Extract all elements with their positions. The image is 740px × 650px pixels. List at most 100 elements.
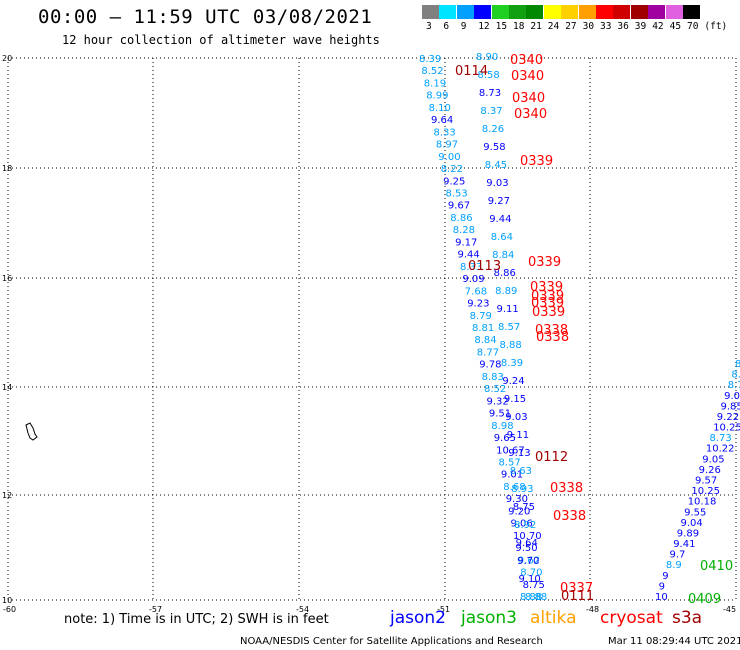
wave-height-label: 9.58 (483, 142, 505, 153)
scale-label: 39 (634, 21, 647, 32)
wave-height-label: 8.89 (495, 286, 517, 297)
scale-label: 33 (600, 21, 612, 32)
wave-height-label: 7.68 (465, 286, 487, 297)
wave-height-label: 8.79 (470, 311, 492, 322)
wave-height-label: 8.73 (710, 433, 732, 444)
scale-label: 12 (478, 21, 490, 32)
lat-tick-label: 16 (2, 274, 12, 283)
wave-height-label: 9.24 (502, 376, 524, 387)
scale-label: 6 (443, 21, 450, 32)
note-text: note: 1) Time is in UTC; 2) SWH is in fe… (64, 612, 329, 627)
lat-tick-label: 20 (2, 54, 12, 63)
wave-height-label: 9 (659, 581, 665, 592)
scale-swatch (561, 5, 579, 19)
wave-height-label: 8.64 (491, 232, 513, 243)
wave-height-label: 9.11 (507, 430, 529, 441)
scale-swatch (665, 5, 683, 19)
pass-time-label: 0112 (535, 450, 568, 465)
wave-height-label: 9.57 (695, 476, 717, 487)
lon-tick-label: -60 (3, 605, 16, 614)
wave-height-label: 9.50 (515, 543, 537, 554)
pass-time-label: 0340 (510, 53, 543, 68)
scale-swatch (526, 5, 544, 19)
pass-time-label: 0340 (514, 107, 547, 122)
pass-time-label: 0340 (511, 69, 544, 84)
wave-height-label: 8.45 (485, 160, 507, 171)
wave-height-label: 9.22 (717, 412, 739, 423)
wave-height-label: 9.64 (431, 115, 453, 126)
pass-time-label: 0339 (532, 305, 565, 320)
scale-label: 42 (652, 21, 664, 32)
wave-height-label: 9.20 (508, 506, 530, 517)
pass-time-label: 0111 (561, 589, 594, 604)
wave-height-label: 9.44 (489, 214, 511, 225)
scale-label: 18 (513, 21, 525, 32)
wave-height-label: 9.17 (455, 237, 477, 248)
legend-cryosat: cryosat (600, 608, 663, 628)
scale-label: 24 (547, 21, 560, 32)
pass-time-label: 0114 (455, 64, 488, 79)
scale-swatch (491, 5, 509, 19)
wave-height-label: 8.88 (520, 592, 542, 603)
footer-credit: NOAA/NESDIS Center for Satellite Applica… (240, 636, 543, 647)
wave-height-label: 9.67 (448, 201, 470, 212)
wave-height-label: 8.37 (731, 370, 740, 381)
wave-height-label: 9.55 (684, 507, 706, 518)
wave-height-label: 10.18 (688, 497, 717, 508)
wave-height-label: 10.70 (513, 531, 542, 542)
wave-height-label: 10.25 (713, 423, 740, 434)
map-subtitle: 12 hour collection of altimeter wave hei… (62, 33, 380, 47)
wave-height-label: 8.33 (460, 262, 482, 273)
lon-tick-label: -45 (723, 605, 736, 614)
scale-swatch (474, 5, 492, 19)
legend-altika: altika (530, 608, 577, 628)
wave-height-label: 9.23 (467, 299, 489, 310)
wave-height-label: 8.88 (525, 592, 547, 603)
wave-height-label: 8.58 (478, 70, 500, 81)
scale-swatch (509, 5, 526, 19)
scale-swatch (596, 5, 613, 19)
scale-label: 15 (495, 21, 508, 32)
island-outline (25, 422, 38, 441)
wave-height-label: 9.26 (699, 465, 721, 476)
wave-height-label: 9.15 (504, 394, 526, 405)
wave-height-label: 8.73 (479, 88, 501, 99)
wave-height-label: 8.37 (480, 106, 502, 117)
scale-label: (ft) (704, 21, 728, 32)
wave-height-label: 9.03 (505, 412, 527, 423)
pass-time-label: 0113 (468, 259, 501, 274)
lat-tick-label: 18 (2, 164, 12, 173)
scale-label: 45 (669, 21, 682, 32)
wave-height-label: 8.39 (419, 54, 441, 65)
wave-height-label: 8.39 (501, 358, 523, 369)
wave-height-label: 8.68 (503, 482, 525, 493)
wave-height-label: 8.9 (666, 560, 682, 571)
lon-tick-label: -48 (586, 605, 599, 614)
wave-height-label: 8.90 (476, 52, 498, 63)
pass-time-label: 0339 (528, 255, 561, 270)
wave-height-label: 9.05 (702, 454, 724, 465)
scale-label: 21 (530, 21, 542, 32)
pass-time-label: 0339 (530, 280, 563, 295)
scale-label: 3 (426, 21, 432, 32)
pass-time-label: 0410 (700, 559, 733, 574)
scale-label: 27 (565, 21, 577, 32)
wave-height-label: 8.84 (492, 250, 514, 261)
pass-time-label: 0338 (550, 481, 583, 496)
legend-jason2: jason2 (390, 608, 446, 628)
scale-swatch (630, 5, 648, 19)
wave-height-label: 8.53 (446, 189, 468, 200)
scale-swatch (613, 5, 631, 19)
wave-height-label: 9.07 (724, 391, 740, 402)
scale-swatch (578, 5, 596, 19)
wave-height-label: 9.25 (443, 176, 465, 187)
scale-label: 70 (687, 21, 699, 32)
wave-height-label: 8.52 (484, 384, 506, 395)
scale-swatch (543, 5, 561, 19)
wave-height-label: 8.83 (482, 372, 504, 383)
lat-lon-grid (7, 57, 737, 601)
wave-height-label: 9.44 (458, 250, 480, 261)
wave-height-label: 10.22 (706, 444, 735, 455)
